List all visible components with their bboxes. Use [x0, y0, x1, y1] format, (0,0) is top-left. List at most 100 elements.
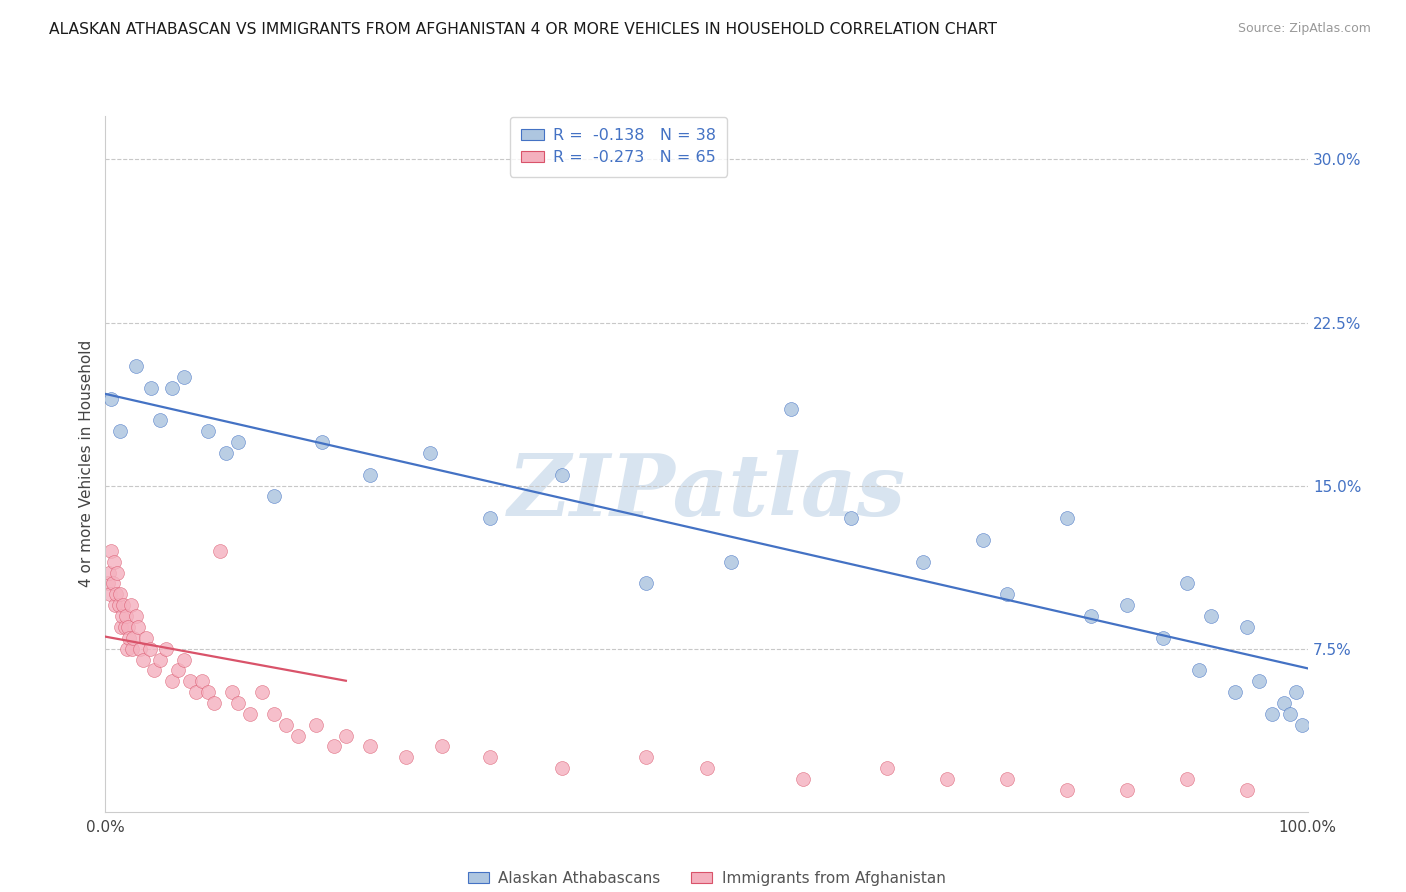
Point	[179, 674, 201, 689]
Point	[839, 511, 862, 525]
Point	[214, 446, 236, 460]
Point	[311, 435, 333, 450]
Point	[226, 435, 249, 450]
Text: ALASKAN ATHABASCAN VS IMMIGRANTS FROM AFGHANISTAN 4 OR MORE VEHICLES IN HOUSEHOL: ALASKAN ATHABASCAN VS IMMIGRANTS FROM AF…	[49, 22, 997, 37]
Point	[155, 641, 177, 656]
Point	[100, 544, 122, 558]
Point	[287, 729, 309, 743]
Point	[135, 631, 157, 645]
Point	[226, 696, 249, 710]
Point	[995, 772, 1018, 786]
Point	[636, 750, 658, 764]
Point	[1116, 598, 1139, 612]
Point	[1080, 609, 1102, 624]
Text: Source: ZipAtlas.com: Source: ZipAtlas.com	[1237, 22, 1371, 36]
Point	[117, 620, 139, 634]
Point	[111, 609, 134, 624]
Point	[202, 696, 225, 710]
Point	[359, 739, 381, 754]
Point	[250, 685, 273, 699]
Point	[479, 750, 502, 764]
Point	[1260, 706, 1282, 721]
Point	[160, 381, 183, 395]
Point	[1278, 706, 1301, 721]
Point	[1056, 783, 1078, 797]
Point	[107, 566, 129, 580]
Point	[139, 381, 162, 395]
Point	[274, 717, 297, 731]
Point	[419, 446, 441, 460]
Point	[1188, 664, 1211, 678]
Point	[129, 641, 152, 656]
Point	[1175, 772, 1198, 786]
Point	[1236, 783, 1258, 797]
Point	[551, 761, 574, 775]
Point	[335, 729, 357, 743]
Point	[208, 544, 231, 558]
Point	[98, 566, 121, 580]
Point	[160, 674, 183, 689]
Y-axis label: 4 or more Vehicles in Household: 4 or more Vehicles in Household	[79, 340, 94, 588]
Point	[551, 467, 574, 482]
Point	[359, 467, 381, 482]
Point	[173, 652, 195, 666]
Point	[1175, 576, 1198, 591]
Point	[395, 750, 418, 764]
Point	[124, 359, 146, 373]
Point	[115, 609, 138, 624]
Point	[1201, 609, 1223, 624]
Point	[430, 739, 453, 754]
Point	[104, 598, 127, 612]
Point	[972, 533, 994, 547]
Point	[720, 555, 742, 569]
Point	[1284, 685, 1306, 699]
Point	[108, 424, 131, 438]
Point	[911, 555, 934, 569]
Point	[696, 761, 718, 775]
Point	[239, 706, 262, 721]
Point	[127, 620, 149, 634]
Point	[197, 424, 219, 438]
Point	[1152, 631, 1174, 645]
Point	[108, 587, 131, 601]
Point	[120, 598, 142, 612]
Text: ZIPatlas: ZIPatlas	[508, 450, 905, 533]
Legend: Alaskan Athabascans, Immigrants from Afghanistan: Alaskan Athabascans, Immigrants from Afg…	[461, 864, 952, 892]
Point	[876, 761, 898, 775]
Point	[197, 685, 219, 699]
Point	[121, 641, 143, 656]
Point	[779, 402, 801, 417]
Point	[184, 685, 207, 699]
Point	[142, 664, 165, 678]
Point	[1116, 783, 1139, 797]
Point	[122, 631, 145, 645]
Point	[1291, 717, 1313, 731]
Point	[636, 576, 658, 591]
Point	[114, 620, 136, 634]
Point	[148, 413, 170, 427]
Point	[166, 664, 188, 678]
Point	[322, 739, 344, 754]
Point	[100, 392, 122, 406]
Point	[936, 772, 959, 786]
Point	[98, 587, 121, 601]
Point	[101, 576, 124, 591]
Point	[112, 598, 135, 612]
Point	[190, 674, 212, 689]
Point	[221, 685, 243, 699]
Point	[995, 587, 1018, 601]
Point	[97, 576, 120, 591]
Point	[1225, 685, 1247, 699]
Point	[132, 652, 155, 666]
Point	[1056, 511, 1078, 525]
Point	[105, 587, 128, 601]
Point	[118, 631, 141, 645]
Point	[103, 555, 125, 569]
Point	[1236, 620, 1258, 634]
Point	[479, 511, 502, 525]
Point	[1272, 696, 1295, 710]
Point	[305, 717, 328, 731]
Point	[263, 706, 285, 721]
Point	[115, 641, 138, 656]
Point	[107, 598, 129, 612]
